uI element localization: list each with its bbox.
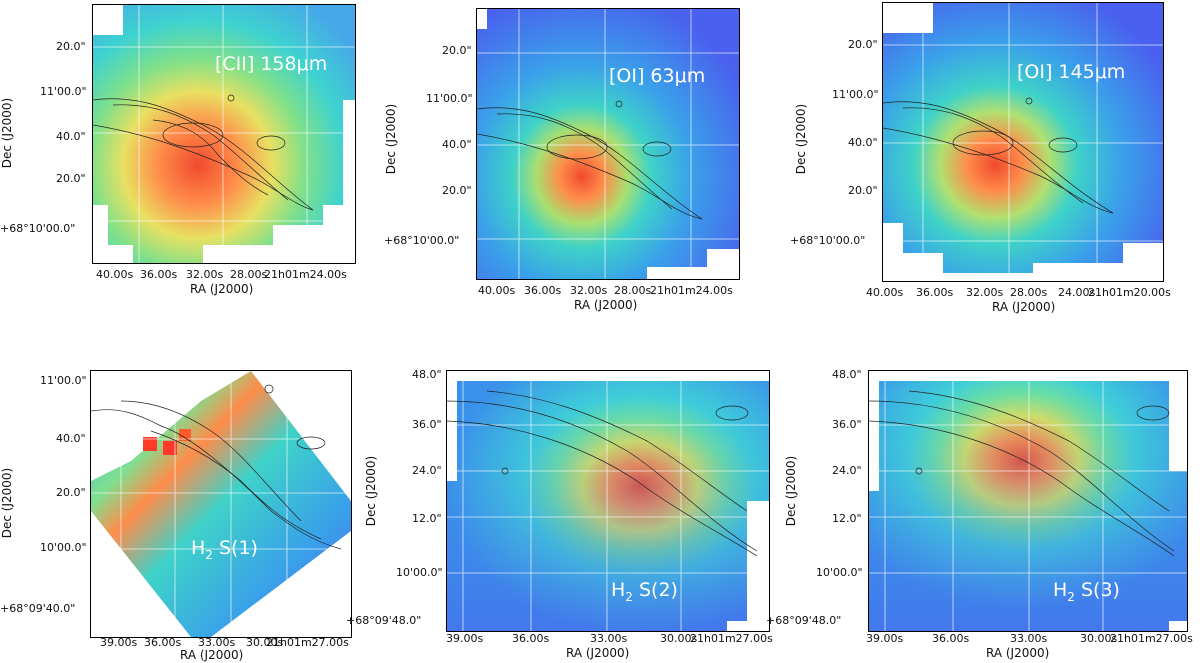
xtick: 21h01m24.00s [264,268,347,281]
x-axis-label: RA (J2000) [180,648,244,662]
ytick: 20.0" [56,40,86,53]
ytick: 40.0" [442,138,472,151]
xtick: 32.00s [570,284,608,297]
map-frame-h2s1: H2 S(1) [90,370,352,638]
xtick: 36.00s [932,632,970,645]
x-axis-label: RA (J2000) [992,300,1056,314]
ytick: 11'00.0" [40,85,87,98]
map-frame-cii: [CII] 158μm [92,4,356,264]
xtick: 32.00s [186,268,224,281]
map-oi63 [477,9,739,279]
ytick: +68°09'48.0" [346,614,422,627]
ytick: 24.0" [832,464,862,477]
ytick: 11'00.0" [832,88,879,101]
x-axis-label: RA (J2000) [566,646,630,660]
xtick: 39.00s [100,636,138,649]
line-label-cii: [CII] 158μm [215,53,328,75]
xtick: 30.00s [246,636,284,649]
ytick: 36.0" [832,418,862,431]
xtick: 28.00s [1010,286,1048,299]
ytick: +68°10'00.0" [790,234,866,247]
map-frame-oi145: [OI] 145μm [882,2,1164,282]
ytick: 12.0" [832,512,862,525]
ytick: 48.0" [832,368,862,381]
ytick: 20.0" [848,184,878,197]
ytick: 20.0" [442,44,472,57]
ytick: 10'00.0" [396,566,443,579]
xtick: 40.00s [866,286,904,299]
y-axis-label: Dec (J2000) [384,103,399,175]
ytick: +68°10'00.0" [0,222,76,235]
x-axis-label: RA (J2000) [574,298,638,312]
xtick: 36.00s [916,286,954,299]
xtick: 30.00s [1080,632,1118,645]
line-label-oi63: [OI] 63μm [609,65,706,87]
ytick: +68°09'48.0" [766,614,842,627]
ytick: 24.0" [412,464,442,477]
ytick: 20.0" [848,38,878,51]
xtick: 21h01m27.00s [1110,632,1193,645]
ytick: 40.0" [56,130,86,143]
map-cii [93,5,355,263]
ytick: 40.0" [56,432,86,445]
xtick: 36.00s [144,636,182,649]
ytick: 11'00.0" [426,92,473,105]
xtick: 28.00s [230,268,268,281]
y-axis-label: Dec (J2000) [0,467,15,539]
map-frame-h2s2: H2 S(2) [446,370,770,632]
xtick: 21h01m20.00s [1088,286,1171,299]
map-h2s3 [869,371,1187,631]
line-label-h2s1: H2 S(1) [191,537,258,562]
xtick: 21h01m24.00s [650,284,733,297]
ytick: 11'00.0" [40,374,87,387]
map-h2s1 [91,371,351,637]
xtick: 21h01m27.00s [266,636,349,649]
ytick: 20.0" [442,184,472,197]
ytick: 10'00.0" [40,541,87,554]
xtick: 30.00s [660,632,698,645]
map-h2s2 [447,371,769,631]
xtick: 39.00s [866,632,904,645]
xtick: 36.00s [140,268,178,281]
xtick: 40.00s [96,268,134,281]
xtick: 24.00s [1058,286,1096,299]
xtick: 21h01m27.00s [690,632,773,645]
ytick: 10'00.0" [816,566,863,579]
xtick: 36.00s [512,632,550,645]
xtick: 33.00s [590,632,628,645]
line-label-oi145: [OI] 145μm [1017,61,1126,83]
ytick: +68°09'40.0" [0,602,76,615]
xtick: 33.00s [1010,632,1048,645]
y-axis-label: Dec (J2000) [794,103,809,175]
ytick: 40.0" [848,136,878,149]
ytick: 20.0" [56,172,86,185]
xtick: 40.00s [478,284,516,297]
xtick: 39.00s [446,632,484,645]
y-axis-label: Dec (J2000) [0,97,15,169]
map-frame-oi63: [OI] 63μm [476,8,740,280]
ytick: 36.0" [412,418,442,431]
line-label-h2s3: H2 S(3) [1053,579,1120,604]
ytick: 20.0" [56,486,86,499]
line-label-h2s2: H2 S(2) [611,579,678,604]
map-oi145 [883,3,1163,281]
ytick: +68°10'00.0" [384,234,460,247]
x-axis-label: RA (J2000) [986,646,1050,660]
xtick: 32.00s [966,286,1004,299]
xtick: 36.00s [524,284,562,297]
ytick: 12.0" [412,512,442,525]
y-axis-label: Dec (J2000) [364,455,379,527]
map-frame-h2s3: H2 S(3) [868,370,1188,632]
xtick: 28.00s [614,284,652,297]
xtick: 33.00s [198,636,236,649]
x-axis-label: RA (J2000) [190,282,254,296]
y-axis-label: Dec (J2000) [784,455,799,527]
ytick: 48.0" [412,368,442,381]
